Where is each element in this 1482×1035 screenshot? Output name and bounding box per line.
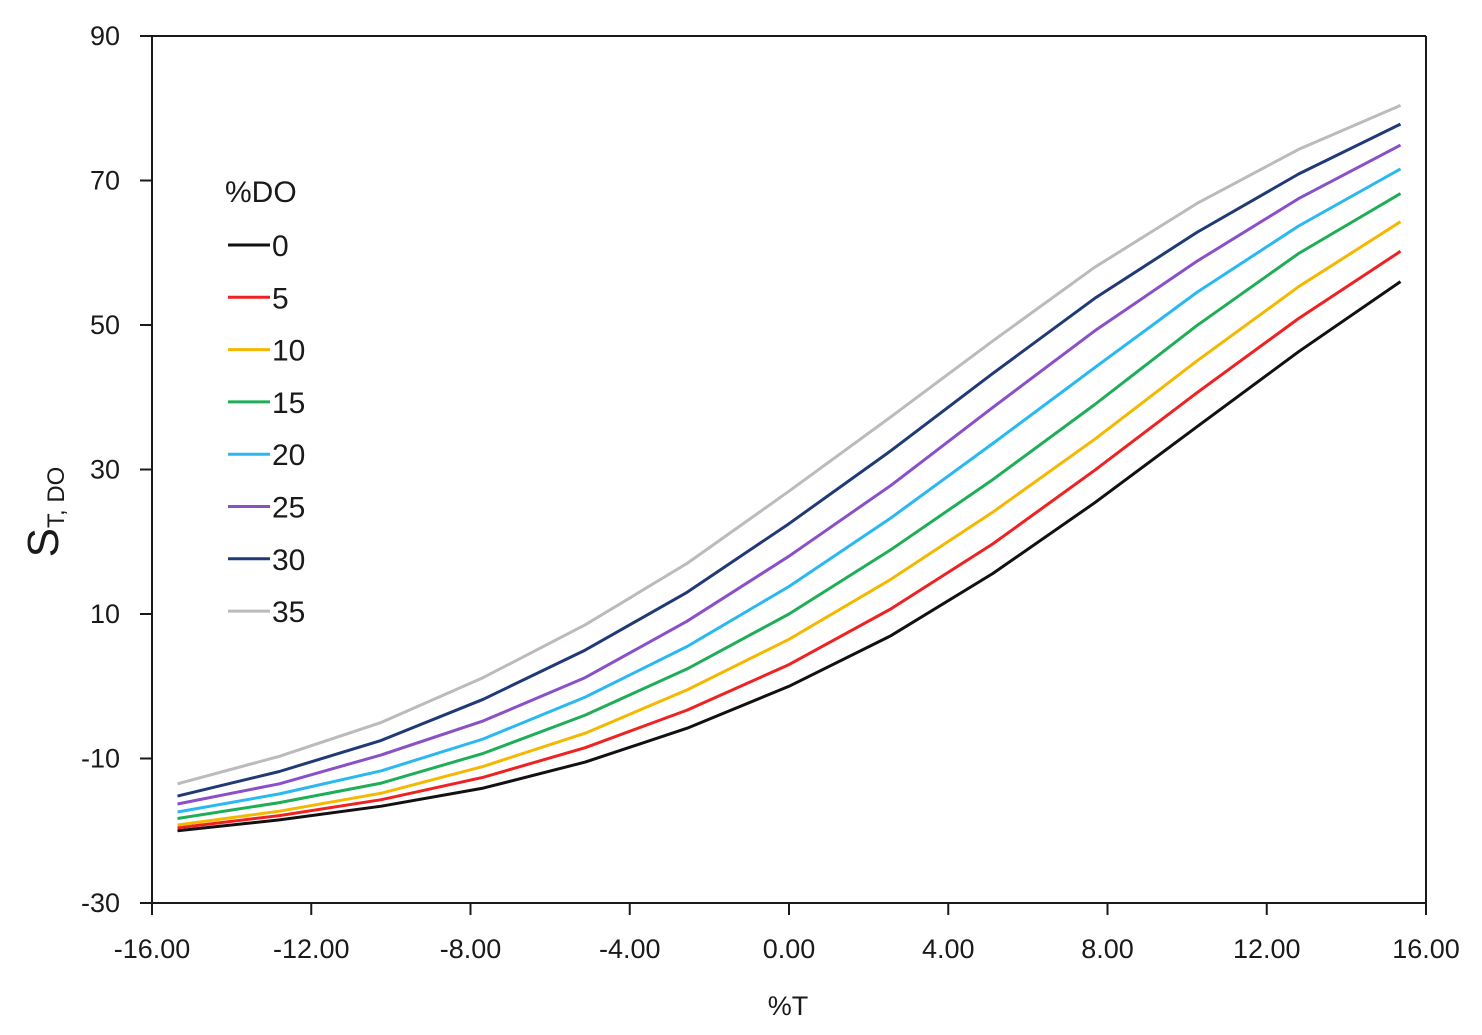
y-tick-label: 10: [90, 599, 120, 629]
y-tick-label: -10: [81, 744, 120, 774]
series-line-25: [177, 143, 1402, 806]
legend-label-25: 25: [272, 492, 305, 525]
series-line-10: [177, 220, 1402, 827]
series-line-35: [177, 104, 1402, 786]
legend-label-10: 10: [272, 335, 305, 368]
series-line-30: [177, 122, 1402, 798]
legend-label-0: 0: [272, 230, 289, 263]
legend-label-15: 15: [272, 387, 305, 420]
x-tick-label: 4.00: [922, 934, 975, 964]
y-tick-label: 50: [90, 310, 120, 340]
series-line-15: [177, 192, 1402, 820]
x-tick-label: -16.00: [114, 934, 191, 964]
y-tick-label: -30: [81, 888, 120, 918]
y-ticks: -30 -10 10 30 50 70 90: [81, 21, 152, 918]
legend-label-5: 5: [272, 282, 289, 315]
series-line-5: [177, 250, 1402, 830]
x-tick-label: -12.00: [273, 934, 350, 964]
x-ticks: -16.00 -12.00 -8.00 -4.00 0.00 4.00 8.00 12.00 1…: [114, 903, 1460, 964]
y-axis-title: ST, DO: [19, 467, 70, 558]
y-axis-title-sub: T, DO: [43, 467, 70, 528]
series-line-0: [177, 280, 1402, 833]
x-tick-label: 12.00: [1233, 934, 1301, 964]
x-tick-label: 8.00: [1081, 934, 1134, 964]
legend-label-20: 20: [272, 439, 305, 472]
x-tick-label: -8.00: [440, 934, 502, 964]
series-line-20: [177, 167, 1402, 814]
x-tick-label: 0.00: [763, 934, 816, 964]
x-tick-label: -4.00: [599, 934, 661, 964]
y-tick-label: 70: [90, 166, 120, 196]
y-tick-label: 30: [90, 455, 120, 485]
legend-title: %DO: [225, 176, 297, 209]
legend: %DO 0 5 10 15 20 25 30 35: [225, 176, 305, 629]
axes: [151, 35, 1427, 904]
legend-label-35: 35: [272, 596, 305, 629]
x-axis-title: %T: [768, 991, 809, 1021]
x-tick-label: 16.00: [1392, 934, 1460, 964]
legend-label-30: 30: [272, 544, 305, 577]
y-axis-title-main: S: [19, 528, 68, 557]
y-tick-label: 90: [90, 21, 120, 51]
y-axis-title-text: ST, DO: [19, 467, 70, 558]
series-group: [177, 104, 1402, 833]
